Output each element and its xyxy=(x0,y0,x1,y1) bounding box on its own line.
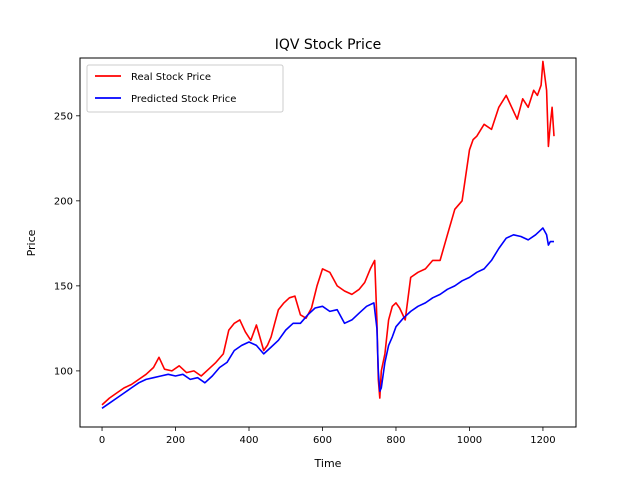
x-axis-label: Time xyxy=(314,457,342,470)
x-tick-label: 0 xyxy=(99,435,105,446)
y-tick-label: 200 xyxy=(54,196,73,207)
x-tick-label: 200 xyxy=(166,435,185,446)
y-axis-label: Price xyxy=(25,229,38,256)
x-tick-label: 600 xyxy=(313,435,332,446)
y-tick-label: 150 xyxy=(54,281,73,292)
legend-box xyxy=(86,64,284,113)
legend-label-real: Real Stock Price xyxy=(131,72,211,83)
series-line-predicted xyxy=(101,227,554,409)
series-layer xyxy=(101,60,555,409)
x-axis: 0 200 400 600 800 1000 1200 xyxy=(99,427,556,446)
plot-frame xyxy=(79,57,577,428)
legend-label-predicted: Predicted Stock Price xyxy=(131,94,236,105)
y-axis: 100 150 200 250 xyxy=(54,111,80,377)
x-tick-label: 1200 xyxy=(530,435,555,446)
legend: Real Stock Price Predicted Stock Price xyxy=(86,64,284,113)
series-line-real xyxy=(101,60,555,406)
chart-title: IQV Stock Price xyxy=(275,37,382,53)
x-tick-label: 400 xyxy=(239,435,258,446)
y-tick-label: 250 xyxy=(54,111,73,122)
y-tick-label: 100 xyxy=(54,366,73,377)
x-tick-label: 800 xyxy=(386,435,405,446)
x-tick-label: 1000 xyxy=(457,435,482,446)
